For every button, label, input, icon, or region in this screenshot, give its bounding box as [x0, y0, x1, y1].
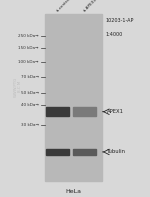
Text: 250 kDa→: 250 kDa→ [18, 34, 39, 38]
Text: si-APEX1: si-APEX1 [83, 0, 98, 13]
Text: si-control: si-control [56, 0, 72, 13]
Bar [45, 14, 102, 181]
Text: 50 kDa→: 50 kDa→ [21, 91, 39, 95]
Text: 10203-1-AP: 10203-1-AP [105, 18, 133, 23]
Text: 40 kDa→: 40 kDa→ [21, 103, 39, 107]
Text: 30 kDa→: 30 kDa→ [21, 123, 39, 127]
Text: 150 kDa→: 150 kDa→ [18, 46, 39, 50]
Bar [46, 149, 69, 155]
Text: WWW.PTG
B.C M: WWW.PTG B.C M [14, 77, 22, 97]
Text: 100 kDa→: 100 kDa→ [18, 59, 39, 63]
Text: APEX1: APEX1 [106, 109, 123, 114]
Bar [73, 107, 96, 116]
Bar [46, 107, 69, 116]
Bar [73, 149, 96, 155]
Text: HeLa: HeLa [66, 189, 81, 194]
Text: Tubulin: Tubulin [106, 150, 126, 154]
Text: 70 kDa→: 70 kDa→ [21, 75, 39, 79]
Text: 1:4000: 1:4000 [105, 32, 122, 36]
